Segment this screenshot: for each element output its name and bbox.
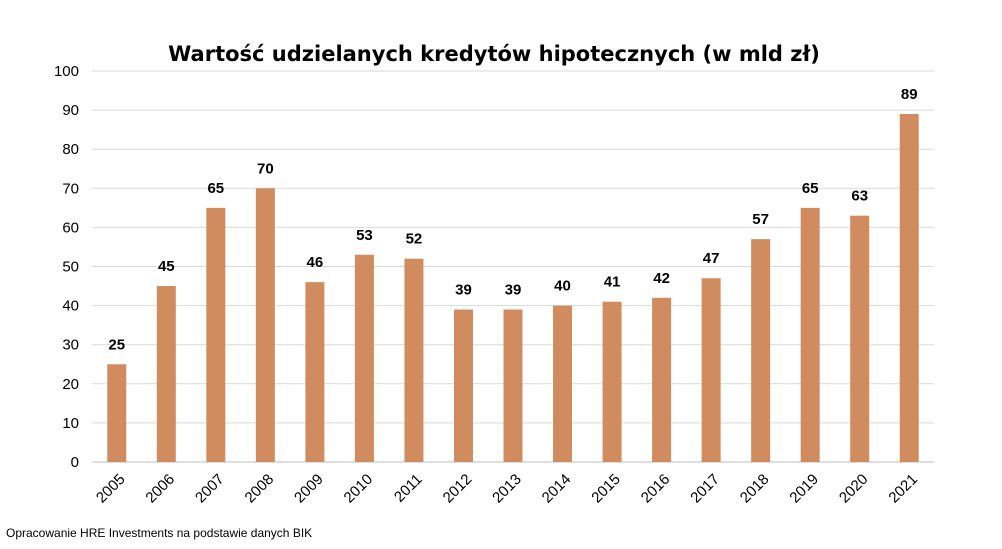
bar: [899, 114, 919, 462]
y-axis-ticks: 0 10 20 30 40 50 60 70 80 90 100: [54, 63, 79, 471]
x-tick-label: 2013: [489, 471, 525, 507]
x-tick-label: 2010: [341, 471, 377, 507]
x-tick-label: 2021: [885, 471, 921, 507]
y-tick-label: 20: [62, 376, 79, 393]
x-tick-label: 2017: [687, 471, 723, 507]
data-label: 65: [207, 180, 224, 197]
bar: [602, 301, 622, 462]
x-tick-label: 2020: [836, 471, 872, 507]
x-axis-ticks: 2005 2006 2007 2008 2009 2010 2011 2012 2013 2014…: [93, 471, 921, 507]
data-label: 89: [901, 86, 918, 103]
bar: [652, 297, 672, 462]
y-tick-label: 0: [71, 454, 79, 471]
data-label: 65: [802, 180, 819, 197]
x-tick-label: 2012: [440, 471, 476, 507]
bar: [255, 188, 275, 463]
data-label: 40: [554, 278, 571, 295]
x-tick-label: 2016: [638, 471, 674, 507]
data-label: 52: [406, 231, 423, 248]
bar: [850, 215, 870, 462]
bar: [553, 305, 573, 462]
chart-title: Wartość udzielanych kredytów hipotecznyc…: [168, 42, 820, 66]
data-label: 53: [356, 227, 373, 244]
data-label: 41: [604, 274, 621, 291]
bar: [404, 258, 424, 462]
data-label: 57: [752, 211, 769, 228]
x-tick-label: 2018: [737, 471, 773, 507]
x-tick-label: 2019: [786, 471, 822, 507]
bar: [453, 309, 473, 462]
data-label: 25: [108, 336, 125, 353]
bar: [503, 309, 523, 462]
y-tick-label: 40: [62, 298, 79, 315]
y-tick-label: 50: [62, 259, 79, 276]
y-tick-label: 10: [62, 415, 79, 432]
y-tick-label: 30: [62, 337, 79, 354]
data-label: 45: [158, 258, 175, 275]
data-label: 63: [851, 188, 868, 205]
x-tick-label: 2014: [539, 471, 575, 507]
data-labels: 25 45 65 70 46 53 52 39 39 40 41 42 47 57 65 63 89: [108, 86, 917, 353]
gridlines: [92, 70, 934, 463]
bar: [156, 286, 176, 462]
source-note: Opracowanie HRE Investments na podstawie…: [6, 526, 313, 540]
x-tick-label: 2011: [391, 471, 426, 506]
bar: [206, 207, 226, 462]
bar: [800, 207, 820, 462]
data-label: 46: [307, 254, 324, 271]
y-tick-label: 60: [62, 219, 79, 236]
y-tick-label: 80: [62, 141, 79, 158]
y-tick-label: 70: [62, 180, 79, 197]
bar: [354, 254, 374, 462]
bar: [751, 239, 771, 462]
y-tick-label: 90: [62, 102, 79, 119]
bar: [107, 364, 127, 462]
data-label: 42: [653, 270, 670, 287]
x-tick-label: 2006: [143, 471, 179, 507]
bar: [305, 282, 325, 462]
x-tick-label: 2007: [192, 471, 228, 507]
x-tick-label: 2009: [291, 471, 327, 507]
data-label: 70: [257, 160, 274, 177]
x-tick-label: 2005: [93, 471, 129, 507]
bars: [107, 114, 919, 463]
bar: [701, 278, 721, 462]
data-label: 39: [455, 282, 472, 299]
x-tick-label: 2015: [588, 471, 624, 507]
data-label: 47: [703, 250, 720, 267]
x-tick-label: 2008: [242, 471, 278, 507]
data-label: 39: [505, 282, 522, 299]
y-tick-label: 100: [54, 63, 79, 80]
